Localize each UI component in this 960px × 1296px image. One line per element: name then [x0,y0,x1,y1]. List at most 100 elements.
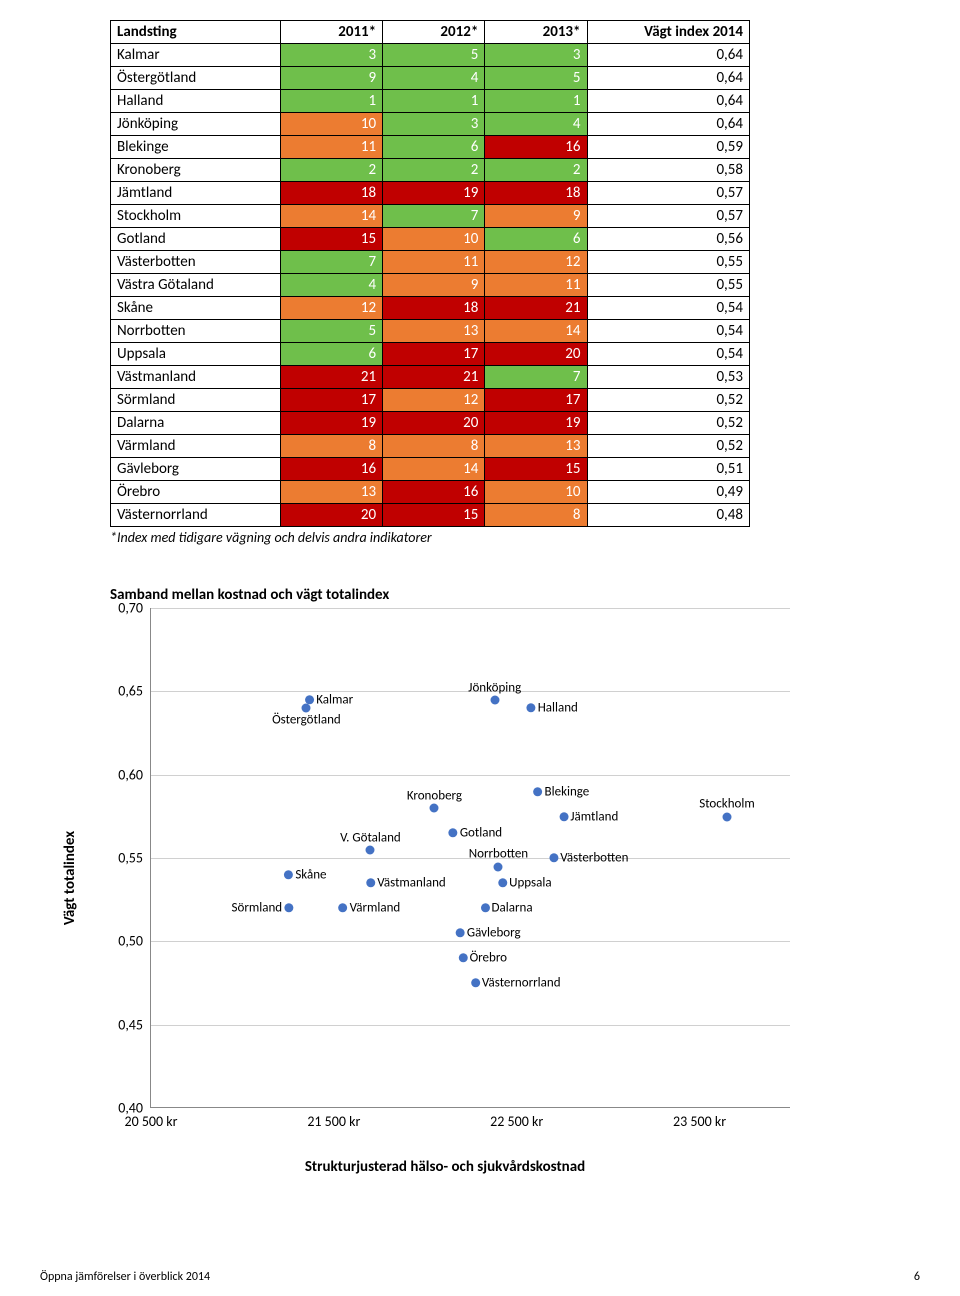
point-label: Kalmar [314,692,355,707]
table-row: Skåne1218210,54 [111,297,750,320]
table-footnote: *Index med tidigare vägning och delvis a… [110,529,850,546]
cell-rank: 17 [383,343,485,366]
cell-rank: 1 [280,90,382,113]
scatter-point: Värmland [339,901,403,914]
cell-rank: 14 [383,458,485,481]
cell-index: 0,57 [587,205,750,228]
dot-icon [534,787,543,796]
cell-rank: 12 [280,297,382,320]
y-tick-label: 0,65 [118,683,151,700]
scatter-point: Östergötland [302,702,311,715]
scatter-point: Blekinge [534,785,592,798]
dot-icon [723,812,732,821]
cell-index: 0,48 [587,504,750,527]
cell-name: Västmanland [111,366,281,389]
cell-name: Sörmland [111,389,281,412]
table-row: Kalmar3530,64 [111,44,750,67]
cell-rank: 21 [383,366,485,389]
table-row: Norrbotten513140,54 [111,320,750,343]
cell-rank: 13 [383,320,485,343]
x-axis-label: Strukturjusterad hälso- och sjukvårdskos… [305,1158,585,1176]
dot-icon [481,904,490,913]
cell-name: Kalmar [111,44,281,67]
scatter-point: V. Götaland [366,843,375,856]
cell-index: 0,64 [587,67,750,90]
scatter-point: Dalarna [481,901,535,914]
table-row: Uppsala617200,54 [111,343,750,366]
cell-rank: 19 [280,412,382,435]
cell-name: Jämtland [111,182,281,205]
point-label: Kronoberg [405,790,464,803]
point-label: Västmanland [375,876,448,891]
dot-icon [459,954,468,963]
cell-rank: 20 [280,504,382,527]
point-label: Gävleborg [465,926,523,941]
dot-icon [284,870,293,879]
cell-index: 0,57 [587,182,750,205]
scatter-point: Örebro [459,951,509,964]
ranking-table: Landsting 2011* 2012* 2013* Vägt index 2… [110,20,750,527]
cell-index: 0,55 [587,274,750,297]
cell-rank: 3 [485,44,587,67]
table-row: Sörmland1712170,52 [111,389,750,412]
cell-rank: 1 [485,90,587,113]
cell-rank: 9 [383,274,485,297]
y-tick-label: 0,45 [118,1016,151,1033]
y-tick-label: 0,50 [118,933,151,950]
cell-rank: 6 [383,136,485,159]
scatter-point: Västernorrland [471,976,563,989]
cell-index: 0,54 [587,343,750,366]
cell-rank: 8 [280,435,382,458]
cell-name: Kronoberg [111,159,281,182]
cell-name: Skåne [111,297,281,320]
table-row: Dalarna1920190,52 [111,412,750,435]
cell-rank: 5 [383,44,485,67]
cell-index: 0,49 [587,481,750,504]
scatter-point: Uppsala [498,876,553,889]
cell-rank: 6 [280,343,382,366]
table-row: Västernorrland201580,48 [111,504,750,527]
cell-rank: 9 [485,205,587,228]
dot-icon [449,829,458,838]
point-label: Halland [536,701,580,716]
page-number: 6 [914,1270,920,1284]
point-label: Västerbotten [558,851,630,866]
point-label: V. Götaland [338,831,403,844]
cell-rank: 18 [280,182,382,205]
cell-index: 0,59 [587,136,750,159]
cell-rank: 11 [280,136,382,159]
cell-name: Örebro [111,481,281,504]
cell-rank: 7 [280,251,382,274]
y-tick-label: 0,55 [118,850,151,867]
x-tick-label: 20 500 kr [124,1107,177,1130]
scatter-point: Halland [527,701,580,714]
cell-rank: 2 [383,159,485,182]
cell-name: Gotland [111,228,281,251]
table-row: Gotland151060,56 [111,228,750,251]
cell-name: Östergötland [111,67,281,90]
dot-icon [549,854,558,863]
table-row: Kronoberg2220,58 [111,159,750,182]
gridline [151,1025,790,1026]
cell-rank: 9 [280,67,382,90]
scatter-point: Kalmar [305,693,355,706]
table-row: Jämtland1819180,57 [111,182,750,205]
cell-rank: 5 [485,67,587,90]
cell-rank: 1 [383,90,485,113]
page: Landsting 2011* 2012* 2013* Vägt index 2… [0,0,960,1260]
cell-name: Västernorrland [111,504,281,527]
dot-icon [284,904,293,913]
cell-rank: 5 [280,320,382,343]
col-2011: 2011* [280,21,382,44]
x-tick-label: 23 500 kr [673,1107,726,1130]
scatter-point: Norrbotten [494,860,503,873]
dot-icon [366,879,375,888]
scatter-point: Västmanland [366,876,448,889]
cell-name: Norrbotten [111,320,281,343]
cell-rank: 7 [383,205,485,228]
gridline [151,775,790,776]
table-header-row: Landsting 2011* 2012* 2013* Vägt index 2… [111,21,750,44]
plot-area: 0,700,650,600,550,500,450,4020 500 kr21 … [150,608,790,1108]
cell-name: Värmland [111,435,281,458]
point-label: Skåne [293,867,328,882]
